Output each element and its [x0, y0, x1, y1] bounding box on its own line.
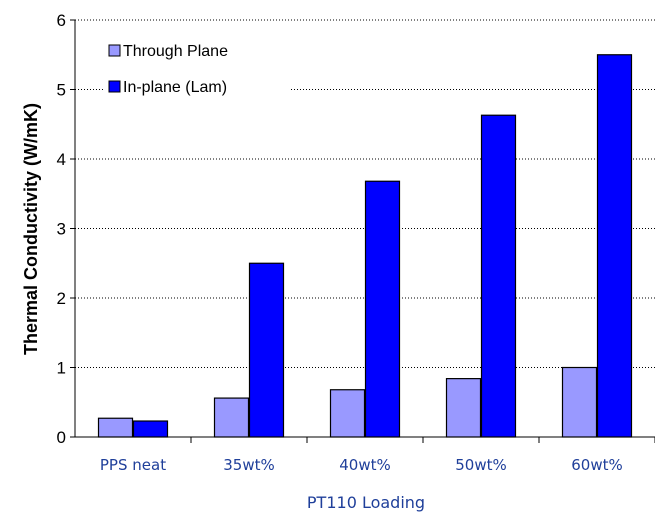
bar-through-plane-4 — [561, 366, 598, 438]
legend-background — [104, 38, 290, 102]
legend-swatch-through-plane — [108, 44, 121, 57]
gridlines — [75, 19, 655, 368]
bar-in-plane-2 — [364, 180, 401, 438]
legend: Through Plane In-plane (Lam) — [104, 38, 290, 102]
bar-through-plane-0 — [97, 417, 134, 438]
bar-in-plane-1 — [248, 262, 285, 438]
legend-swatch-in-plane — [108, 80, 121, 93]
legend-label-through-plane: Through Plane — [123, 43, 228, 60]
bars — [97, 54, 633, 438]
legend-label-in-plane: In-plane (Lam) — [123, 79, 227, 96]
y-tick-label: 6 — [57, 11, 66, 30]
x-tick-label: 35wt% — [223, 456, 275, 474]
y-tick-labels: 0 1 2 3 4 5 6 — [57, 11, 66, 447]
x-axis-label: PT110 Loading — [307, 493, 425, 512]
y-tick-label: 3 — [57, 220, 66, 239]
y-tick-label: 2 — [57, 289, 66, 308]
y-tick-label: 0 — [57, 428, 66, 447]
bar-in-plane-0 — [132, 420, 169, 438]
y-axis-label: Thermal Conductivity (W/mK) — [21, 103, 41, 355]
x-tick-label: 40wt% — [339, 456, 391, 474]
bar-through-plane-2 — [329, 389, 366, 438]
axes — [70, 19, 655, 443]
bar-in-plane-4 — [596, 54, 633, 438]
x-tick-label: PPS neat — [100, 456, 166, 474]
y-tick-label: 1 — [57, 359, 66, 378]
bar-through-plane-3 — [445, 378, 482, 438]
bar-through-plane-1 — [213, 397, 250, 438]
x-tick-labels: PPS neat 35wt% 40wt% 50wt% 60wt% — [100, 456, 623, 474]
bar-in-plane-3 — [480, 114, 517, 438]
x-tick-label: 60wt% — [571, 456, 623, 474]
x-tick-label: 50wt% — [455, 456, 507, 474]
y-tick-label: 4 — [57, 150, 66, 169]
y-tick-label: 5 — [57, 81, 66, 100]
